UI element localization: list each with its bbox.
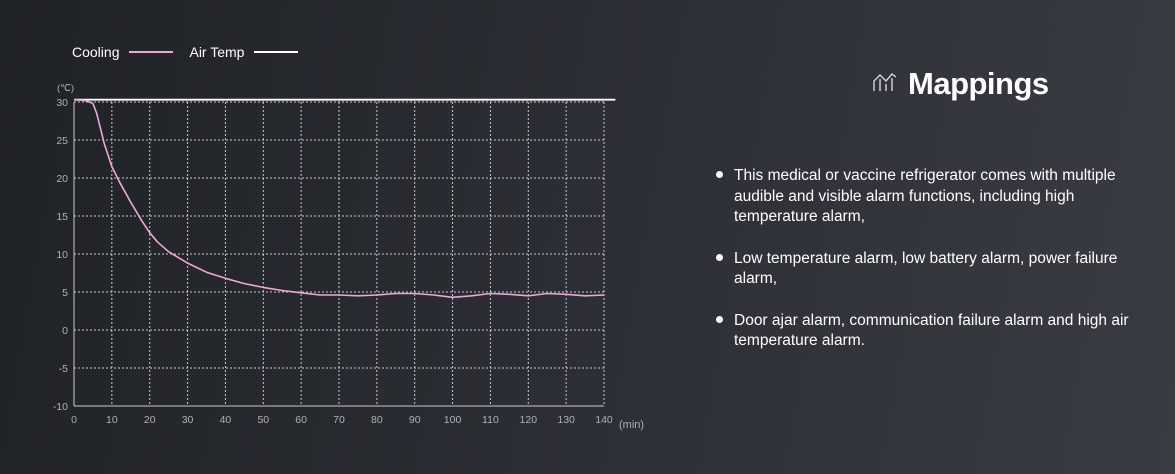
y-tick-label: 5 bbox=[62, 287, 68, 299]
x-tick-label: 20 bbox=[144, 414, 156, 426]
x-tick-label: 100 bbox=[444, 414, 462, 426]
feature-list: This medical or vaccine refrigerator com… bbox=[716, 166, 1136, 373]
page-title: Mappings bbox=[908, 66, 1049, 101]
list-item-text: Door ajar alarm, communication failure a… bbox=[734, 311, 1129, 350]
x-tick-label: 130 bbox=[557, 414, 575, 426]
bullet-dot bbox=[716, 171, 723, 178]
x-tick-label: 0 bbox=[71, 414, 77, 426]
mappings-heading: Mappings bbox=[872, 66, 1049, 102]
y-tick-label: 10 bbox=[56, 249, 68, 261]
legend-cooling-label: Cooling bbox=[72, 44, 120, 60]
list-item: Low temperature alarm, low battery alarm… bbox=[716, 249, 1136, 290]
x-tick-label: 70 bbox=[333, 414, 345, 426]
bullet-dot bbox=[716, 253, 723, 261]
y-tick-label: 0 bbox=[62, 325, 68, 337]
list-item-text: This medical or vaccine refrigerator com… bbox=[734, 167, 1116, 225]
y-tick-label: 15 bbox=[56, 211, 68, 223]
y-tick-label: 30 bbox=[56, 97, 68, 109]
x-axis-label: (min) bbox=[619, 419, 644, 431]
x-tick-label: 40 bbox=[220, 414, 232, 426]
list-item: Door ajar alarm, communication failure a… bbox=[716, 311, 1136, 352]
series-line-cooling bbox=[73, 98, 605, 299]
y-tick-label: -10 bbox=[53, 401, 68, 413]
x-tick-label: 30 bbox=[182, 414, 194, 426]
bullet-dot bbox=[716, 315, 723, 323]
chart-icon bbox=[872, 71, 898, 98]
x-tick-label: 80 bbox=[371, 414, 383, 426]
list-item-text: Low temperature alarm, low battery alarm… bbox=[734, 249, 1118, 288]
x-tick-label: 60 bbox=[295, 414, 307, 426]
x-tick-label: 90 bbox=[409, 414, 421, 426]
y-tick-label: 25 bbox=[56, 135, 68, 147]
x-tick-label: 140 bbox=[595, 414, 613, 426]
y-tick-label: -5 bbox=[59, 363, 68, 375]
y-tick-label: 20 bbox=[56, 173, 68, 185]
x-tick-label: 110 bbox=[482, 414, 499, 426]
y-axis-label: (℃) bbox=[57, 83, 74, 94]
x-tick-label: 10 bbox=[106, 414, 118, 426]
list-item: This medical or vaccine refrigerator com… bbox=[716, 166, 1136, 228]
x-tick-label: 120 bbox=[520, 414, 538, 426]
legend-cooling-swatch bbox=[129, 51, 174, 53]
x-tick-label: 50 bbox=[257, 414, 269, 426]
legend-airtemp-label: Air Temp bbox=[189, 44, 245, 60]
chart-legend: Cooling Air Temp bbox=[72, 44, 314, 60]
legend-airtemp-swatch bbox=[254, 51, 299, 53]
